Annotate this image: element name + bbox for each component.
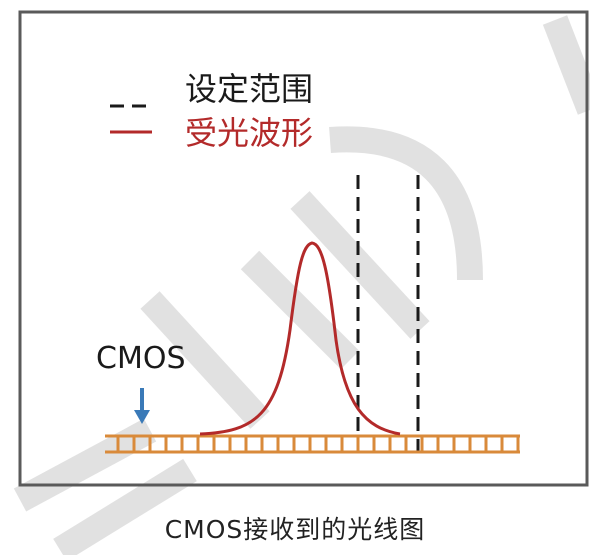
watermark-stroke [240, 250, 360, 370]
watermark [13, 15, 590, 555]
watermark-stroke [53, 458, 197, 555]
light-waveform-curve [199, 241, 401, 436]
down-arrow-icon [134, 388, 150, 424]
cmos-sensor-strip [105, 434, 520, 454]
watermark-stroke [13, 418, 157, 512]
cmos-label: CMOS [96, 341, 186, 376]
legend: 设定范围 受光波形 [110, 70, 313, 152]
watermark-stroke [542, 15, 590, 115]
watermark-stroke [290, 191, 430, 339]
watermark-stroke [329, 126, 483, 281]
legend-light-waveform-label: 受光波形 [185, 114, 313, 152]
watermark-stroke [140, 291, 270, 429]
figure-caption: CMOS接收到的光线图 [164, 515, 426, 544]
diagram-frame [18, 10, 589, 487]
legend-setting-range-label: 设定范围 [185, 70, 313, 108]
